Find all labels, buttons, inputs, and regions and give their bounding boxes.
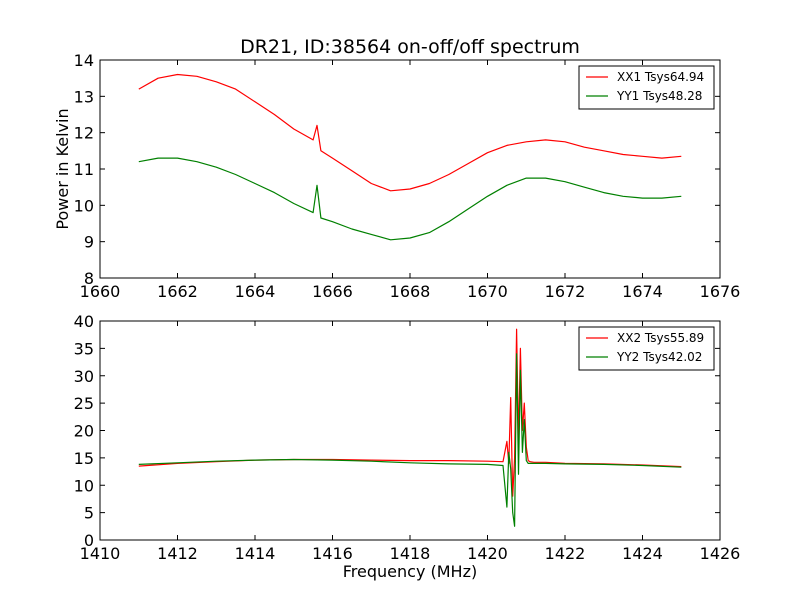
bottom-chart-series-layer xyxy=(138,328,682,527)
bottom-y-tick-label-5: 25 xyxy=(74,394,94,413)
top-x-tick-label-6: 1672 xyxy=(545,282,586,301)
top-y-tick-label-1: 9 xyxy=(84,233,94,252)
top-x-tick-label-0: 1660 xyxy=(80,282,121,301)
bottom-x-tick-label-0: 1410 xyxy=(80,544,121,563)
bottom-x-tick-label-6: 1422 xyxy=(545,544,586,563)
top-chart-legend: XX1 Tsys64.94 YY1 Tsys48.28 xyxy=(578,65,715,110)
top-y-tick-label-5: 13 xyxy=(74,87,94,106)
bottom-chart-x-axis-label: Frequency (MHz) xyxy=(343,562,477,581)
top-x-tick-label-5: 1670 xyxy=(467,282,508,301)
bottom-chart-legend-box xyxy=(578,326,715,371)
top-chart-title: DR21, ID:38564 on-off/off spectrum xyxy=(240,36,580,58)
top-x-tick-label-7: 1674 xyxy=(622,282,663,301)
bottom-series-line-1 xyxy=(138,353,682,527)
bottom-y-tick-label-6: 30 xyxy=(74,367,94,386)
bottom-chart-legend: XX2 Tsys55.89 YY2 Tsys42.02 xyxy=(578,326,715,371)
bottom-x-tick-label-7: 1424 xyxy=(622,544,663,563)
bottom-chart-panel: 1410 1412 1414 1416 1418 1420 1422 1424 1426 0 5 10… xyxy=(74,312,741,581)
bottom-chart-frame xyxy=(99,320,721,541)
top-chart-legend-box xyxy=(578,65,715,110)
bottom-legend-label-yy2: YY2 Tsys42.02 xyxy=(616,350,702,364)
bottom-x-tick-label-2: 1414 xyxy=(235,544,276,563)
top-x-tick-label-2: 1664 xyxy=(235,282,276,301)
top-chart-tick-layer: 1660 1662 1664 1666 1668 1670 1672 1674 1676 8 9 10… xyxy=(74,51,741,301)
bottom-y-tick-label-4: 20 xyxy=(74,422,94,441)
top-chart-frame xyxy=(99,59,721,279)
top-chart-panel: DR21, ID:38564 on-off/off spectrum Power… xyxy=(53,36,740,301)
bottom-x-tick-label-8: 1426 xyxy=(700,544,741,563)
bottom-y-tick-label-3: 15 xyxy=(74,449,94,468)
top-y-tick-label-4: 12 xyxy=(74,124,94,143)
top-series-line-0 xyxy=(138,73,682,192)
bottom-y-tick-label-8: 40 xyxy=(74,312,94,331)
bottom-y-tick-label-2: 10 xyxy=(74,476,94,495)
top-chart-y-axis-label: Power in Kelvin xyxy=(53,108,72,229)
bottom-x-tick-label-5: 1420 xyxy=(467,544,508,563)
bottom-x-tick-label-3: 1416 xyxy=(312,544,353,563)
bottom-y-tick-label-7: 35 xyxy=(74,339,94,358)
top-y-tick-label-0: 8 xyxy=(84,269,94,288)
top-y-tick-label-2: 10 xyxy=(74,196,94,215)
bottom-x-tick-label-4: 1418 xyxy=(390,544,431,563)
top-legend-label-yy1: YY1 Tsys48.28 xyxy=(616,89,702,103)
bottom-y-tick-label-0: 0 xyxy=(84,531,94,550)
top-x-tick-label-8: 1676 xyxy=(700,282,741,301)
top-x-tick-label-4: 1668 xyxy=(390,282,431,301)
bottom-legend-label-xx2: XX2 Tsys55.89 xyxy=(617,331,704,345)
bottom-x-tick-label-1: 1412 xyxy=(157,544,198,563)
bottom-y-tick-label-1: 5 xyxy=(84,504,94,523)
top-series-line-1 xyxy=(138,157,682,241)
top-x-tick-label-1: 1662 xyxy=(157,282,198,301)
top-chart-series-layer xyxy=(138,73,682,241)
top-legend-label-xx1: XX1 Tsys64.94 xyxy=(617,70,704,84)
top-y-tick-label-6: 14 xyxy=(74,51,94,70)
top-y-tick-label-3: 11 xyxy=(74,160,94,179)
top-x-tick-label-3: 1666 xyxy=(312,282,353,301)
